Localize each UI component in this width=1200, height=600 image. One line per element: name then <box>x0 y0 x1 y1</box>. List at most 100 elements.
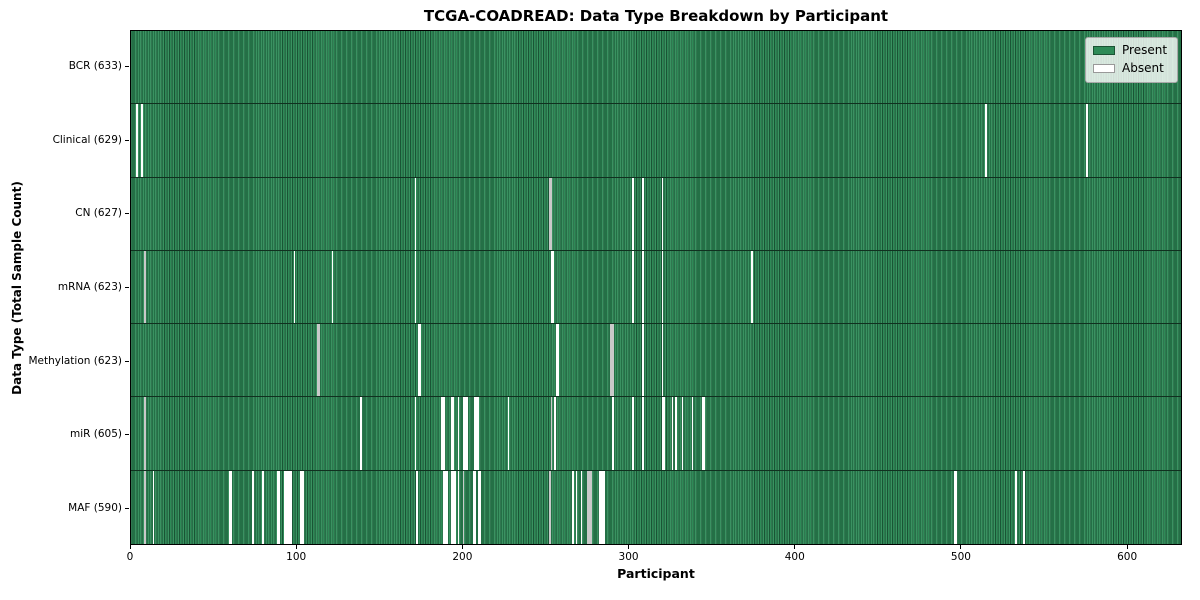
absent-stripe <box>416 470 418 544</box>
x-tick-mark <box>628 545 630 549</box>
y-tick-mark <box>125 139 129 141</box>
row-mir <box>131 397 1181 471</box>
y-tick-label-maf: MAF (590) <box>68 501 122 514</box>
absent-stripe <box>555 324 559 397</box>
legend: Present Absent <box>1085 37 1178 83</box>
absent-stripe <box>553 397 556 470</box>
absent-stripe <box>641 324 644 397</box>
absent-stripe <box>472 470 477 544</box>
x-tick-label: 200 <box>452 551 473 563</box>
x-tick-mark <box>129 545 131 549</box>
y-tick-mark <box>125 213 129 215</box>
absent-stripe <box>144 397 146 470</box>
legend-swatch-absent <box>1093 64 1115 73</box>
absent-stripe <box>414 397 417 470</box>
absent-stripe <box>144 470 146 544</box>
y-tick-mark <box>125 360 129 362</box>
absent-stripe <box>641 250 644 324</box>
absent-stripe <box>1015 470 1017 544</box>
absent-stripe <box>474 397 480 470</box>
absent-stripe <box>331 250 334 324</box>
absent-stripe <box>457 397 460 470</box>
absent-stripe <box>751 250 754 324</box>
absent-stripe <box>681 397 684 470</box>
x-tick-label: 500 <box>950 551 971 563</box>
absent-stripe <box>985 104 987 177</box>
absent-stripe <box>610 324 614 397</box>
y-tick-mark <box>125 66 129 68</box>
legend-label-present: Present <box>1122 43 1168 57</box>
y-tick-mark <box>125 507 129 509</box>
absent-stripe <box>135 104 138 177</box>
legend-item-absent: Absent <box>1093 62 1169 75</box>
row-maf <box>131 470 1181 544</box>
absent-stripe <box>441 397 445 470</box>
x-tick-mark <box>794 545 796 549</box>
absent-stripe <box>598 470 606 544</box>
absent-stripe <box>414 177 417 250</box>
absent-stripe <box>641 177 644 250</box>
legend-label-absent: Absent <box>1122 61 1164 75</box>
absent-stripe <box>641 397 644 470</box>
absent-stripe <box>414 250 417 324</box>
absent-stripe <box>462 397 468 470</box>
absent-stripe <box>276 470 281 544</box>
absent-stripe <box>140 104 143 177</box>
y-tick-label-methylation: Methylation (623) <box>28 354 122 367</box>
absent-stripe <box>316 324 321 397</box>
absent-stripe <box>462 470 465 544</box>
absent-stripe <box>575 470 578 544</box>
absent-stripe <box>612 397 614 470</box>
y-tick-label-clinical: Clinical (629) <box>52 133 122 146</box>
absent-stripe <box>283 470 292 544</box>
absent-stripe <box>152 470 155 544</box>
x-tick-label: 100 <box>286 551 307 563</box>
y-tick-label-mrna: mRNA (623) <box>57 281 122 293</box>
row-clinical <box>131 104 1181 178</box>
absent-stripe <box>300 470 304 544</box>
row-bcr <box>131 31 1181 105</box>
absent-stripe <box>451 470 457 544</box>
absent-stripe <box>477 470 481 544</box>
x-tick-label: 400 <box>784 551 805 563</box>
x-axis-label: Participant <box>617 566 695 581</box>
x-tick-label: 0 <box>126 551 134 563</box>
absent-stripe <box>572 470 574 544</box>
row-methylation <box>131 324 1181 398</box>
absent-stripe <box>293 250 296 324</box>
absent-stripe <box>661 250 664 324</box>
absent-stripe <box>1023 470 1026 544</box>
absent-stripe <box>691 397 694 470</box>
absent-stripe <box>661 397 666 470</box>
absent-stripe <box>661 324 664 397</box>
x-tick-label: 600 <box>1117 551 1138 563</box>
absent-stripe <box>359 397 362 470</box>
absent-stripe <box>144 250 146 324</box>
y-tick-mark <box>125 434 129 436</box>
absent-stripe <box>587 470 593 544</box>
absent-stripe <box>549 470 551 544</box>
absent-stripe <box>631 397 634 470</box>
absent-stripe <box>228 470 233 544</box>
row-mrna <box>131 250 1181 325</box>
absent-stripe <box>262 470 264 544</box>
y-tick-label-mir: miR (605) <box>69 428 122 441</box>
x-tick-label: 300 <box>618 551 639 563</box>
absent-stripe <box>451 397 455 470</box>
y-tick-label-bcr: BCR (633) <box>68 60 122 73</box>
absent-stripe <box>507 397 510 470</box>
x-tick-mark <box>461 545 463 549</box>
y-tick-label-cn: CN (627) <box>75 207 122 220</box>
legend-swatch-present <box>1093 46 1115 55</box>
x-tick-mark <box>1126 545 1128 549</box>
absent-stripe <box>417 324 422 397</box>
absent-stripe <box>631 177 634 250</box>
absent-stripe <box>675 397 677 470</box>
absent-stripe <box>631 250 634 324</box>
absent-stripe <box>701 397 705 470</box>
absent-stripe <box>953 470 958 544</box>
legend-item-present: Present <box>1093 44 1169 57</box>
x-tick-mark <box>960 545 962 549</box>
absent-stripe <box>457 470 460 544</box>
